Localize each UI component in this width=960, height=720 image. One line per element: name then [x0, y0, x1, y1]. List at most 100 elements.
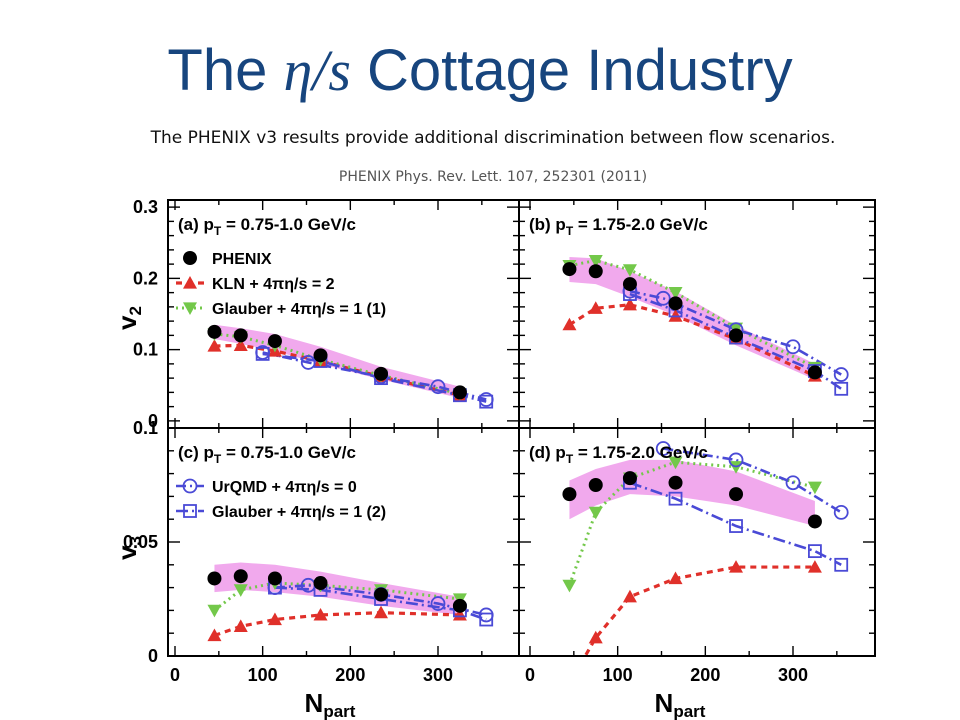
phenix-point: [807, 365, 822, 380]
y-axis-label-main: v: [112, 315, 142, 330]
title-before: The: [167, 38, 284, 103]
systematic-band: [569, 459, 815, 527]
legend-text: Glauber + 4πη/s = 1 (2): [212, 504, 386, 521]
kln-point: [267, 612, 282, 626]
phenix-point: [668, 475, 683, 490]
glauber1-point: [233, 584, 248, 597]
x-tick-label: 300: [423, 665, 453, 685]
urqmd-point: [833, 367, 849, 382]
legend-marker-glauber1: [183, 302, 197, 315]
kln-point: [668, 309, 683, 322]
panel-label-rest: = 0.75-1.0 GeV/c: [221, 443, 356, 462]
glauber1-point: [207, 604, 222, 618]
title-eta-over-s: η/s: [283, 38, 351, 103]
phenix-point: [588, 478, 603, 492]
glauber2-point: [255, 346, 270, 361]
kln-point: [562, 317, 577, 331]
y-tick-label: 0.05: [123, 532, 158, 552]
title-after: Cottage Industry: [350, 38, 793, 103]
panel-label-main: (a) p: [178, 215, 214, 234]
kln-point: [452, 607, 467, 621]
x-tick-text: 300: [423, 665, 453, 685]
legend-text: KLN + 4πη/s = 2: [212, 276, 335, 293]
y-axis-label-sub: 2: [126, 306, 145, 315]
panel-label-sub: T: [566, 224, 574, 238]
urqmd-point: [655, 290, 671, 306]
kln-point: [313, 607, 328, 621]
glauber1-point: [622, 264, 637, 277]
kln-point: [374, 605, 389, 619]
glauber2-line: [629, 481, 842, 566]
legend-marker-glauber2: [183, 504, 197, 518]
legend-label-phenix: PHENIX: [212, 251, 272, 268]
panel-label-main: (d) p: [529, 443, 566, 462]
kln-point: [729, 560, 744, 573]
phenix-point: [807, 514, 822, 529]
x-axis-label-sub: part: [673, 702, 705, 720]
panel-label-rest: = 1.75-2.0 GeV/c: [573, 215, 708, 234]
legend-label-glauber2: Glauber + 4πη/s = 1 (2): [212, 504, 386, 521]
panel-label-c: (c) pT = 0.75-1.0 GeV/c: [178, 443, 356, 466]
y-axis-label-main: v: [112, 545, 142, 560]
slide-title: The η/s Cottage Industry: [0, 42, 960, 100]
panel-label-main: (c) p: [178, 443, 214, 462]
y-axis-label-sub: 3: [126, 536, 145, 545]
kln-point: [588, 301, 603, 314]
y-axis-label-1: v2: [112, 306, 145, 330]
x-tick-label: 300: [778, 665, 808, 685]
y-tick-text: 0.1: [133, 418, 158, 438]
x-tick-text: 100: [248, 665, 278, 685]
y-tick-text: 0: [148, 646, 158, 666]
phenix-point: [207, 324, 222, 339]
x-tick-label: 200: [335, 665, 365, 685]
text-layer: 00.10.20.300.050.10 100 200 300 0 100 200 300Np…: [112, 197, 808, 720]
phenix-point: [622, 471, 637, 486]
phenix-point: [267, 334, 282, 349]
x-tick-label: 100: [248, 665, 278, 685]
x-axis-label-main: N: [655, 688, 674, 718]
phenix-point: [668, 296, 683, 311]
y-tick-label: 0.1: [133, 340, 158, 360]
glauber2-point: [479, 394, 494, 409]
legend-label-glauber1: Glauber + 4πη/s = 1 (1): [212, 301, 386, 318]
kln-point: [668, 571, 683, 585]
x-tick-label: 200: [690, 665, 720, 685]
panel-data-d: [562, 441, 849, 655]
phenix-point: [562, 487, 577, 502]
legend-label-urqmd: UrQMD + 4πη/s = 0: [212, 479, 357, 496]
phenix-point: [233, 328, 248, 343]
x-tick-label: 100: [603, 665, 633, 685]
phenix-point: [374, 587, 389, 602]
kln-point: [233, 619, 248, 632]
legend-text: PHENIX: [212, 251, 272, 268]
y-tick-text: 0.3: [133, 197, 158, 217]
panel-label-b: (b) pT = 1.75-2.0 GeV/c: [529, 215, 708, 238]
phenix-point: [313, 348, 328, 363]
urqmd-point: [785, 339, 801, 355]
y-tick-text: 0: [148, 411, 158, 431]
panel-label-a: (a) pT = 0.75-1.0 GeV/c: [178, 215, 356, 238]
panel-label-rest: = 0.75-1.0 GeV/c: [221, 215, 356, 234]
x-tick-label: 0: [525, 665, 535, 685]
glauber2-point: [834, 381, 849, 396]
y-tick-label: 0.1: [133, 418, 158, 438]
glauber2-point: [808, 544, 822, 559]
panel-label-rest: = 1.75-2.0 GeV/c: [573, 443, 708, 462]
x-axis-label-main: N: [305, 688, 324, 718]
glauber1-point: [668, 456, 683, 470]
legend-label-kln: KLN + 4πη/s = 2: [212, 276, 335, 293]
glauber2-point: [668, 491, 683, 506]
x-tick-text: 300: [778, 665, 808, 685]
phenix-point: [207, 571, 222, 586]
glauber2-point: [729, 519, 743, 533]
urqmd-point: [655, 441, 671, 456]
glauber1-line: [213, 581, 461, 612]
urqmd-line: [629, 289, 842, 376]
phenix-point: [729, 328, 744, 343]
x-axis-label-sub: part: [323, 702, 355, 720]
phenix-point: [452, 598, 467, 613]
kln-point: [207, 339, 222, 352]
kln-point: [588, 630, 603, 644]
x-tick-text: 0: [170, 665, 180, 685]
y-axis-label: v3: [112, 536, 145, 560]
